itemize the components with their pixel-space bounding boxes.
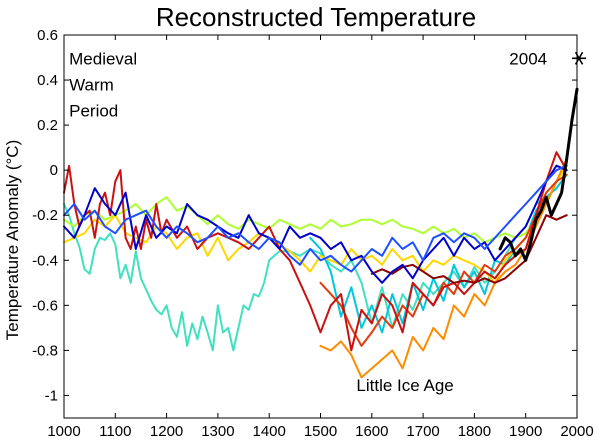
y-tick-label-6: -0.6 bbox=[32, 297, 58, 314]
series-line-9 bbox=[63, 164, 568, 284]
series-line-6 bbox=[319, 173, 568, 347]
series-layer bbox=[63, 87, 579, 379]
y-tick-label-0: 0.6 bbox=[37, 27, 58, 44]
x-tick-label-1700: 1700 bbox=[406, 423, 439, 440]
y-tick-label-4: -0.2 bbox=[32, 207, 58, 224]
series-line-7 bbox=[63, 151, 568, 352]
y-tick-label-1: 0.4 bbox=[37, 72, 58, 89]
y-tick-label-2: 0.2 bbox=[37, 117, 58, 134]
series-line-10 bbox=[63, 164, 568, 273]
plot-border bbox=[63, 34, 578, 419]
annotation-medieval-line-3: Period bbox=[69, 101, 118, 120]
y-tick-label-3: 0 bbox=[50, 162, 58, 179]
x-tick-label-1000: 1000 bbox=[47, 423, 80, 440]
tick-layer: 1000 1100 1200 1300 1400 1500 1600 1700 1800 1900… bbox=[32, 27, 594, 440]
series-line-5 bbox=[319, 157, 568, 379]
annotation-lia: Little Ice Age bbox=[356, 376, 453, 395]
y-axis-label: Temperature Anomaly (°C) bbox=[3, 140, 22, 340]
marker-asterisk-icon bbox=[572, 51, 587, 65]
x-tick-label-1900: 1900 bbox=[509, 423, 542, 440]
annotation-medieval-line-2: Warm bbox=[69, 75, 114, 94]
series-line-3 bbox=[63, 164, 568, 244]
x-tick-label-1100: 1100 bbox=[99, 423, 131, 440]
x-tick-label-1400: 1400 bbox=[253, 423, 286, 440]
x-tick-label-1600: 1600 bbox=[355, 423, 388, 440]
annotation-medieval-line-1: Medieval bbox=[69, 49, 137, 68]
annotation-layer: Medieval Warm Period Little Ice Age 2004 bbox=[69, 49, 587, 395]
chart-title: Reconstructed Temperature bbox=[156, 2, 476, 32]
series-line-11 bbox=[498, 87, 579, 262]
y-tick-label-5: -0.4 bbox=[32, 252, 58, 269]
series-line-1 bbox=[63, 173, 568, 352]
plot-area: 1000 1100 1200 1300 1400 1500 1600 1700 1800 1900… bbox=[32, 27, 594, 440]
x-tick-label-1200: 1200 bbox=[150, 423, 183, 440]
x-tick-label-1300: 1300 bbox=[201, 423, 234, 440]
annotation-year2004: 2004 bbox=[509, 49, 547, 68]
x-tick-label-2000: 2000 bbox=[560, 423, 593, 440]
y-tick-label-7: -0.8 bbox=[32, 342, 58, 359]
x-tick-label-1500: 1500 bbox=[304, 423, 337, 440]
x-tick-label-1800: 1800 bbox=[458, 423, 491, 440]
series-line-4 bbox=[63, 164, 568, 284]
y-tick-label-8: -1 bbox=[45, 387, 58, 404]
